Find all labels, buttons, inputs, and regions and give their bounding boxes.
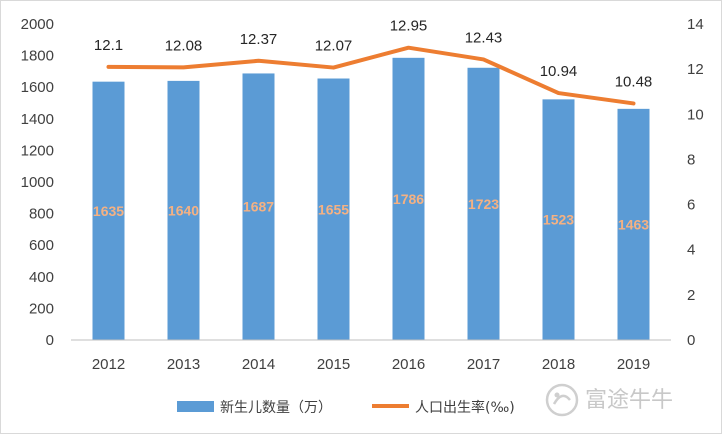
bar-value-labels: 1635 1640 1687 1655 1786 1723 1523 1463 — [93, 191, 649, 233]
left-tick-label: 1800 — [21, 48, 54, 65]
watermark-text: 富途牛牛 — [585, 388, 673, 413]
x-tick-label: 2018 — [542, 356, 575, 373]
bar — [542, 99, 575, 340]
bar — [92, 81, 125, 341]
bar — [167, 80, 200, 340]
left-tick-label: 1000 — [21, 174, 54, 191]
x-tick-label: 2016 — [392, 356, 425, 373]
line-value-label: 12.43 — [465, 29, 503, 46]
bar — [617, 108, 650, 340]
right-tick-label: 0 — [687, 332, 695, 349]
x-tick-label: 2017 — [467, 356, 500, 373]
left-tick-label: 400 — [29, 269, 54, 286]
line-series — [106, 45, 636, 106]
x-tick-label: 2014 — [242, 356, 275, 373]
left-tick-label: 800 — [29, 206, 54, 223]
right-tick-label: 8 — [687, 151, 695, 168]
left-tick-label: 1400 — [21, 111, 54, 128]
left-tick-label: 2000 — [21, 16, 54, 33]
bar-series — [92, 57, 650, 341]
x-tick-label: 2015 — [317, 356, 350, 373]
line-value-labels: 12.1 12.08 12.37 12.07 12.95 12.43 10.94 10.48 — [94, 18, 652, 91]
left-tick-label: 0 — [46, 332, 54, 349]
bar — [392, 57, 425, 340]
legend-bar-swatch — [177, 401, 214, 412]
right-tick-label: 10 — [687, 106, 704, 123]
bar — [467, 67, 500, 341]
watermark: 富途牛牛 — [545, 383, 673, 417]
bar — [317, 78, 350, 340]
x-tick-label: 2012 — [92, 356, 125, 373]
x-tick-label: 2013 — [167, 356, 200, 373]
birth-rate-line — [106, 45, 636, 106]
bar-value-label: 1723 — [468, 196, 499, 212]
bar-value-label: 1655 — [318, 201, 349, 217]
bar-value-label: 1786 — [393, 191, 424, 207]
right-tick-label: 2 — [687, 287, 695, 304]
bar-value-label: 1635 — [93, 203, 124, 219]
right-tick-label: 6 — [687, 197, 695, 214]
line-value-label: 12.08 — [165, 37, 203, 54]
right-axis-ticks: 0 2 4 6 8 10 12 14 — [687, 16, 704, 349]
legend-bar-label: 新生儿数量（万） — [220, 400, 332, 416]
legend-line-label: 人口出生率(‰) — [415, 399, 515, 416]
line-value-label: 12.07 — [315, 38, 353, 55]
left-tick-label: 1600 — [21, 79, 54, 96]
bar-value-label: 1687 — [243, 199, 274, 215]
legend: 新生儿数量（万） 人口出生率(‰) — [177, 399, 515, 416]
x-axis-ticks: 2012 2013 2014 2015 2016 2017 2018 2019 — [92, 356, 650, 373]
left-tick-label: 1200 — [21, 142, 54, 159]
line-value-label: 10.48 — [615, 73, 653, 90]
line-value-label: 12.95 — [390, 18, 428, 35]
x-tick-label: 2019 — [617, 356, 650, 373]
bar — [242, 73, 275, 340]
watermark-logo-icon — [545, 383, 579, 417]
left-tick-label: 600 — [29, 237, 54, 254]
bar-value-label: 1640 — [168, 202, 199, 218]
bar-value-label: 1523 — [543, 212, 574, 228]
left-tick-label: 200 — [29, 300, 54, 317]
right-tick-label: 4 — [687, 242, 695, 259]
line-value-label: 12.1 — [94, 37, 123, 54]
line-value-label: 10.94 — [540, 63, 578, 80]
line-value-label: 12.37 — [240, 31, 278, 48]
left-axis-ticks: 0 200 400 600 800 1000 1200 1400 1600 1800 2000 — [21, 16, 54, 349]
right-tick-label: 12 — [687, 61, 704, 78]
right-tick-label: 14 — [687, 16, 704, 33]
bar-value-label: 1463 — [618, 216, 649, 232]
